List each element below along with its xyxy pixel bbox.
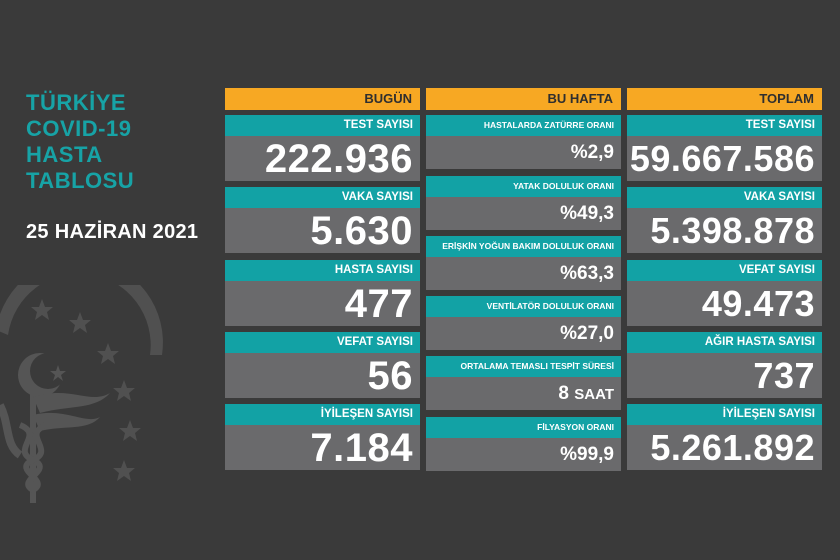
total-case-value: 5.398.878 (627, 208, 822, 253)
total-test-label: TEST SAYISI (627, 115, 822, 136)
week-icu-occupancy-label: ERİŞKİN YOĞUN BAKIM DOLULUK ORANI (426, 236, 621, 257)
today-death-card: VEFAT SAYISI 56 (225, 332, 420, 398)
total-test-card: TEST SAYISI 59.667.586 (627, 115, 822, 181)
today-test-card: TEST SAYISI 222.936 (225, 115, 420, 181)
total-death-value: 49.473 (627, 281, 822, 326)
page-title: TÜRKİYE COVID-19 HASTA TABLOSU (26, 90, 134, 194)
week-pneumonia-card: HASTALARDA ZATÜRRE ORANI %2,9 (426, 115, 621, 169)
today-patient-label: HASTA SAYISI (225, 260, 420, 281)
week-icu-occupancy-card: ERİŞKİN YOĞUN BAKIM DOLULUK ORANI %63,3 (426, 236, 621, 290)
week-ventilator-value: %27,0 (426, 317, 621, 350)
today-column: BUGÜN TEST SAYISI 222.936 VAKA SAYISI 5.… (225, 88, 420, 470)
total-severe-label: AĞIR HASTA SAYISI (627, 332, 822, 353)
week-bed-occupancy-card: YATAK DOLULUK ORANI %49,3 (426, 176, 621, 230)
week-icu-occupancy-value: %63,3 (426, 257, 621, 290)
ministry-of-health-emblem-icon (0, 285, 163, 503)
week-bed-occupancy-label: YATAK DOLULUK ORANI (426, 176, 621, 197)
week-column: BU HAFTA HASTALARDA ZATÜRRE ORANI %2,9 Y… (426, 88, 621, 471)
today-recovered-value: 7.184 (225, 425, 420, 470)
title-line-2: COVID-19 (26, 116, 132, 141)
total-case-card: VAKA SAYISI 5.398.878 (627, 187, 822, 253)
week-pneumonia-label: HASTALARDA ZATÜRRE ORANI (426, 115, 621, 136)
week-contact-time-unit: SAAT (574, 386, 614, 403)
today-test-label: TEST SAYISI (225, 115, 420, 136)
today-case-value: 5.630 (225, 208, 420, 253)
today-test-value: 222.936 (225, 136, 420, 181)
title-line-4: TABLOSU (26, 168, 135, 193)
total-case-label: VAKA SAYISI (627, 187, 822, 208)
title-line-3: HASTA (26, 142, 103, 167)
total-death-label: VEFAT SAYISI (627, 260, 822, 281)
total-recovered-label: İYİLEŞEN SAYISI (627, 404, 822, 425)
week-heading: BU HAFTA (426, 88, 621, 110)
week-contact-time-number: 8 (558, 383, 569, 404)
total-heading: TOPLAM (627, 88, 822, 110)
today-case-card: VAKA SAYISI 5.630 (225, 187, 420, 253)
today-recovered-card: İYİLEŞEN SAYISI 7.184 (225, 404, 420, 470)
today-case-label: VAKA SAYISI (225, 187, 420, 208)
week-filiation-value: %99,9 (426, 438, 621, 471)
week-ventilator-card: VENTİLATÖR DOLULUK ORANI %27,0 (426, 296, 621, 350)
total-death-card: VEFAT SAYISI 49.473 (627, 260, 822, 326)
week-contact-time-label: ORTALAMA TEMASLI TESPİT SÜRESİ (426, 356, 621, 377)
week-filiation-card: FİLYASYON ORANI %99,9 (426, 417, 621, 471)
week-contact-time-card: ORTALAMA TEMASLI TESPİT SÜRESİ 8 SAAT (426, 356, 621, 410)
total-severe-card: AĞIR HASTA SAYISI 737 (627, 332, 822, 398)
total-recovered-card: İYİLEŞEN SAYISI 5.261.892 (627, 404, 822, 470)
title-line-1: TÜRKİYE (26, 90, 127, 115)
total-test-value: 59.667.586 (627, 136, 822, 181)
week-contact-time-value: 8 SAAT (426, 377, 621, 410)
total-severe-value: 737 (627, 353, 822, 398)
total-column: TOPLAM TEST SAYISI 59.667.586 VAKA SAYIS… (627, 88, 822, 470)
today-patient-value: 477 (225, 281, 420, 326)
today-recovered-label: İYİLEŞEN SAYISI (225, 404, 420, 425)
report-date: 25 HAZİRAN 2021 (26, 221, 199, 243)
today-death-value: 56 (225, 353, 420, 398)
week-ventilator-label: VENTİLATÖR DOLULUK ORANI (426, 296, 621, 317)
today-heading: BUGÜN (225, 88, 420, 110)
week-bed-occupancy-value: %49,3 (426, 197, 621, 230)
today-death-label: VEFAT SAYISI (225, 332, 420, 353)
week-pneumonia-value: %2,9 (426, 136, 621, 169)
total-recovered-value: 5.261.892 (627, 425, 822, 470)
today-patient-card: HASTA SAYISI 477 (225, 260, 420, 326)
week-filiation-label: FİLYASYON ORANI (426, 417, 621, 438)
